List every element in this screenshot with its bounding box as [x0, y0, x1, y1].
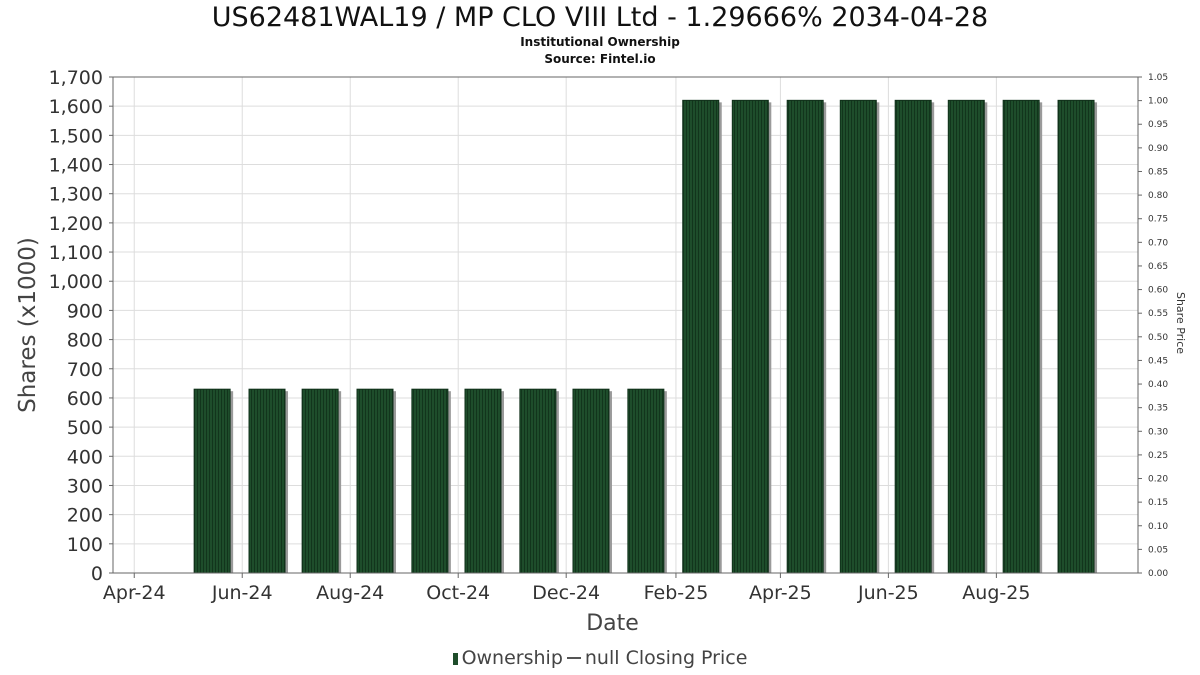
y-tick-label: 1,600	[49, 96, 103, 118]
y-axis-label: Shares (x1000)	[15, 237, 41, 413]
ownership-bar	[411, 388, 449, 574]
ownership-bar	[464, 388, 502, 574]
y2-tick-label: 0.15	[1148, 498, 1168, 508]
y2-tick-label: 0.25	[1148, 451, 1168, 461]
y2-tick-label: 0.00	[1148, 569, 1168, 579]
chart-legend: Ownership null Closing Price	[0, 647, 1200, 669]
ownership-bar	[248, 388, 286, 574]
y2-axis-label: Share Price	[1174, 292, 1187, 354]
y-tick-label: 100	[67, 534, 103, 556]
y-tick-label: 1,300	[49, 184, 103, 206]
ownership-bar	[572, 388, 610, 574]
y2-tick-label: 0.55	[1148, 309, 1168, 319]
ownership-bar	[839, 99, 877, 574]
ownership-bar	[731, 99, 769, 574]
ownership-bar	[301, 388, 339, 574]
y2-tick-label: 0.85	[1148, 167, 1168, 177]
y2-tick-label: 0.10	[1148, 522, 1168, 532]
chart-title: US62481WAL19 / MP CLO VIII Ltd - 1.29666…	[211, 2, 989, 33]
y-tick-label: 200	[67, 505, 103, 527]
x-tick-label: Aug-24	[316, 582, 384, 604]
ownership-bar	[519, 388, 557, 574]
y-tick-label: 1,700	[49, 67, 103, 89]
y-tick-label: 1,100	[49, 242, 103, 264]
y2-tick-label: 1.00	[1148, 97, 1168, 107]
y2-tick-label: 0.95	[1148, 120, 1168, 130]
x-tick-label: Dec-24	[532, 582, 600, 604]
x-tick-label: Jun-25	[857, 582, 919, 604]
x-tick-label: Aug-25	[962, 582, 1030, 604]
plot-border	[112, 76, 1139, 574]
y-tick-label: 1,400	[49, 155, 103, 177]
y-tick-label: 0	[91, 563, 103, 585]
y2-tick-label: 0.05	[1148, 545, 1168, 555]
y2-tick-label: 0.30	[1148, 427, 1168, 437]
ownership-legend-swatch	[452, 653, 458, 665]
y-tick-label: 1,500	[49, 125, 103, 147]
y-tick-label: 1,200	[49, 213, 103, 235]
x-tick-label: Jun-24	[211, 582, 273, 604]
x-axis-label: Date	[586, 611, 639, 636]
ownership-bar	[786, 99, 824, 574]
y-tick-label: 800	[67, 330, 103, 352]
chart-source: Source: Fintel.io	[544, 52, 656, 66]
ownership-bar	[356, 388, 394, 574]
ownership-bar	[894, 99, 932, 574]
ownership-bar	[627, 388, 665, 574]
y-tick-label: 900	[67, 300, 103, 322]
y2-tick-label: 1.05	[1148, 73, 1168, 83]
y-tick-label: 400	[67, 446, 103, 468]
ownership-bar	[1057, 99, 1095, 574]
y2-tick-label: 0.70	[1148, 238, 1168, 248]
y2-tick-label: 0.60	[1148, 286, 1168, 296]
y2-tick-label: 0.35	[1148, 404, 1168, 414]
y-tick-label: 600	[67, 388, 103, 410]
y-tick-label: 1,000	[49, 271, 103, 293]
y2-tick-label: 0.90	[1148, 144, 1168, 154]
y-tick-label: 700	[67, 359, 103, 381]
ownership-bar	[193, 388, 231, 574]
price-legend-label: null Closing Price	[584, 647, 748, 669]
ownership-bar	[682, 99, 720, 574]
y-tick-label: 300	[67, 475, 103, 497]
x-tick-label: Oct-24	[426, 582, 490, 604]
y2-tick-label: 0.20	[1148, 475, 1168, 485]
ownership-bar	[947, 99, 985, 574]
y-tick-label: 500	[67, 417, 103, 439]
y2-tick-label: 0.50	[1148, 333, 1168, 343]
x-tick-label: Apr-25	[749, 582, 812, 604]
chart-subtitle: Institutional Ownership	[520, 35, 680, 49]
y2-tick-label: 0.75	[1148, 215, 1168, 225]
y2-tick-label: 0.80	[1148, 191, 1168, 201]
y2-tick-label: 0.65	[1148, 262, 1168, 272]
price-legend-line	[566, 657, 581, 659]
x-tick-label: Apr-24	[103, 582, 166, 604]
ownership-legend-label: Ownership	[461, 647, 563, 669]
y2-tick-label: 0.45	[1148, 356, 1168, 366]
y2-tick-label: 0.40	[1148, 380, 1168, 390]
x-tick-label: Feb-25	[644, 582, 709, 604]
ownership-bar	[1002, 99, 1040, 574]
